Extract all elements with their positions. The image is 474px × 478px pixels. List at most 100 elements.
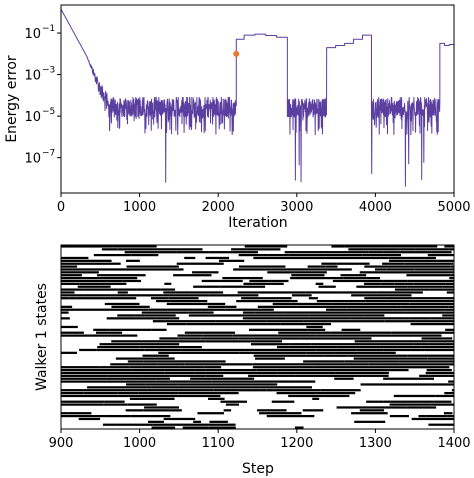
walker-state-cell xyxy=(179,366,205,369)
walker-state-cell xyxy=(205,340,282,343)
walker-state-cell xyxy=(61,262,103,265)
walker-state-cell xyxy=(143,409,182,412)
walker-state-cell xyxy=(208,251,258,254)
walker-state-cell xyxy=(165,320,216,323)
walker-state-cell xyxy=(305,256,356,260)
x-tick-label: 1000 xyxy=(123,200,156,215)
walker-state-cell xyxy=(330,331,392,334)
walker-state-cell xyxy=(320,389,361,392)
walker-state-cell xyxy=(220,285,266,288)
walker-state-cell xyxy=(238,337,300,340)
x-tick-label: 4000 xyxy=(359,200,392,215)
walker-state-cell xyxy=(61,274,82,277)
walker-state-cell xyxy=(61,391,84,395)
walker-state-cell xyxy=(336,262,370,265)
y-tick-exponent: −3 xyxy=(42,66,55,76)
walker-state-cell xyxy=(413,282,446,285)
walker-state-cell xyxy=(257,305,298,308)
walker-state-cell xyxy=(142,374,170,377)
walker-state-cell xyxy=(190,377,255,380)
walker-state-cell xyxy=(255,357,285,360)
walker-state-cell xyxy=(427,253,454,257)
walker-state-cell xyxy=(267,271,285,274)
walker-state-cell xyxy=(325,311,405,314)
walker-state-cell xyxy=(100,366,130,369)
walker-state-cell xyxy=(398,248,416,251)
walker-state-cell xyxy=(208,294,259,297)
walker-state-cell xyxy=(433,400,452,403)
walker-state-cell xyxy=(429,288,454,291)
walker-state-cell xyxy=(359,271,381,274)
bottom-x-axis-label: Step xyxy=(242,461,274,477)
walker-state-cell xyxy=(449,276,454,280)
walker-state-cell xyxy=(376,291,423,294)
walker-state-cell xyxy=(136,288,161,291)
walker-state-cell xyxy=(90,279,101,283)
walker-state-cell xyxy=(332,279,384,283)
walker-state-cell xyxy=(364,297,445,300)
walker-state-cell xyxy=(83,391,118,395)
walker-state-cell xyxy=(335,371,389,375)
walker-state-cell xyxy=(163,417,196,421)
walker-state-cell xyxy=(144,406,180,409)
walker-state-cell xyxy=(266,414,315,418)
walker-state-cell xyxy=(252,363,322,366)
walker-state-cell xyxy=(166,345,202,349)
walker-state-cell xyxy=(313,366,389,369)
walker-state-cell xyxy=(61,325,78,329)
walker-state-cell xyxy=(61,403,104,406)
walker-state-cell xyxy=(186,423,236,426)
walker-state-cell xyxy=(61,317,70,320)
walker-state-cell xyxy=(61,271,99,274)
walker-state-cell xyxy=(61,374,108,377)
x-tick-label: 1200 xyxy=(280,436,313,451)
walker-state-cell xyxy=(197,412,224,415)
y-tick-exponent: −7 xyxy=(42,149,55,159)
top-y-axis-label: Energy error xyxy=(4,55,20,143)
walker-state-cell xyxy=(147,420,164,423)
x-tick-label: 0 xyxy=(57,200,65,215)
walker-state-cell xyxy=(410,322,454,326)
walker-state-cell xyxy=(410,317,431,320)
walker-state-cell xyxy=(159,337,179,340)
walker-state-cell xyxy=(444,245,454,248)
walker-state-cell xyxy=(61,331,84,334)
walker-state-cell xyxy=(291,294,312,297)
walker-state-cell xyxy=(284,271,327,274)
walker-state-cell xyxy=(126,268,171,271)
walker-state-cell xyxy=(421,337,453,340)
walker-state-cell xyxy=(366,276,381,280)
top-x-ticks: 0 1000 2000 3000 4000 5000 xyxy=(57,193,471,215)
walker-state-cell xyxy=(392,308,445,311)
walker-state-cell xyxy=(205,368,257,372)
walker-state-cell xyxy=(284,251,323,254)
walker-state-cell xyxy=(207,302,226,306)
walker-state-cell xyxy=(444,331,454,334)
x-tick-label: 3000 xyxy=(280,200,313,215)
walker-state-cell xyxy=(232,334,278,337)
y-tick-exponent: −5 xyxy=(42,107,55,117)
walker-state-cell xyxy=(242,311,256,314)
walker-state-cell xyxy=(426,417,454,421)
walker-state-cell xyxy=(418,414,426,418)
walker-state-cell xyxy=(74,245,114,248)
walker-state-cell xyxy=(450,271,454,274)
walker-state-cell xyxy=(427,340,454,343)
walker-state-cell xyxy=(150,297,169,300)
walker-state-cell xyxy=(142,354,169,357)
walker-state-cell xyxy=(193,285,221,288)
walker-state-cell xyxy=(286,268,300,271)
walker-state-cell xyxy=(383,279,408,283)
walker-state-cell xyxy=(214,322,281,326)
y-tick-label: 10 xyxy=(24,152,41,167)
walker-state-cell xyxy=(184,331,236,334)
walker-state-cell xyxy=(411,417,427,421)
walker-state-cell xyxy=(242,317,269,320)
walker-state-cell xyxy=(294,426,304,429)
walker-state-cell xyxy=(141,311,189,314)
walker-state-cell xyxy=(443,412,453,415)
walker-state-cell xyxy=(135,394,221,398)
walker-state-cell xyxy=(394,282,406,285)
walker-state-cell xyxy=(307,328,326,331)
walker-state-cell xyxy=(144,314,176,317)
